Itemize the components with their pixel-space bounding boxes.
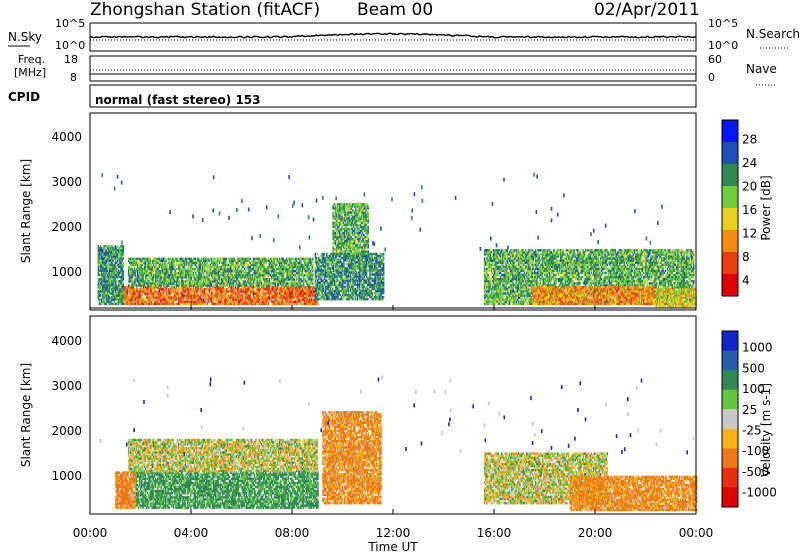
heatmap-cell xyxy=(312,264,314,267)
heatmap-cell xyxy=(367,298,369,301)
heatmap-cell xyxy=(123,282,125,285)
heatmap-cell xyxy=(155,290,157,293)
station-title: Zhongshan Station (fitACF) xyxy=(90,0,320,20)
heatmap-cell xyxy=(317,253,319,256)
heatmap-cell xyxy=(228,290,230,293)
heatmap-cell xyxy=(383,296,385,299)
nave-tick-low: 0 xyxy=(708,71,715,84)
heatmap-cell xyxy=(296,276,298,279)
heatmap-cell xyxy=(116,280,118,283)
heatmap-cell xyxy=(214,258,216,261)
noise-sky-trace xyxy=(90,33,696,40)
freq-label-line2: [MHz] xyxy=(14,66,46,79)
heatmap-cell xyxy=(223,288,225,291)
heatmap-cell xyxy=(312,282,314,285)
noise-left-tick-low: 10^0 xyxy=(55,39,85,52)
freq-tick-high: 18 xyxy=(64,53,78,66)
heatmap-cell xyxy=(150,258,152,261)
heatmap-cell xyxy=(315,253,317,256)
heatmap-cell xyxy=(335,203,337,206)
nave-tick-high: 60 xyxy=(708,53,722,66)
freq-label-line1: Freq. xyxy=(18,53,45,66)
heatmap-cell xyxy=(326,253,328,256)
heatmap-cell xyxy=(226,258,228,261)
cpid-label: CPID xyxy=(8,90,40,104)
heatmap-cell xyxy=(344,286,346,289)
noise-search-label: N.Search xyxy=(746,27,800,41)
heatmap-cell xyxy=(165,260,167,263)
heatmap-cell xyxy=(312,274,314,277)
freq-panel-frame xyxy=(90,56,696,81)
noise-left-tick-high: 10^5 xyxy=(55,17,85,30)
beam-label: Beam 00 xyxy=(357,0,433,20)
heatmap-cell xyxy=(123,257,125,260)
heatmap-cell xyxy=(296,258,298,261)
heatmap-cell xyxy=(312,258,314,261)
noise-sky-line xyxy=(90,33,696,37)
heatmap-cell xyxy=(123,303,125,306)
heatmap-cell xyxy=(334,252,336,255)
heatmap-cell xyxy=(383,257,385,260)
heatmap-cell xyxy=(123,245,125,248)
rti-figure: Zhongshan Station (fitACF) Beam 00 02/Ap… xyxy=(0,0,800,554)
heatmap-cell xyxy=(288,282,290,285)
noise-right-tick-high: 10^5 xyxy=(708,17,738,30)
heatmap-cell xyxy=(383,253,385,256)
heatmap-cell xyxy=(372,292,374,295)
freq-tick-low: 8 xyxy=(70,71,77,84)
nave-label: Nave xyxy=(746,62,777,76)
date-label: 02/Apr/2011 xyxy=(594,0,700,20)
noise-right-tick-low: 10^0 xyxy=(708,39,738,52)
heatmap-cell xyxy=(324,253,326,256)
power-heatmap xyxy=(90,173,697,308)
heatmap-cell xyxy=(123,270,125,273)
cpid-mode-text: normal (fast stereo) 153 xyxy=(95,93,261,107)
heatmap-cell xyxy=(332,211,334,214)
freq-trace xyxy=(90,70,696,74)
noise-sky-label: N.Sky xyxy=(8,30,42,44)
heatmap-cell xyxy=(383,263,385,266)
heatmap-cell xyxy=(123,261,125,264)
